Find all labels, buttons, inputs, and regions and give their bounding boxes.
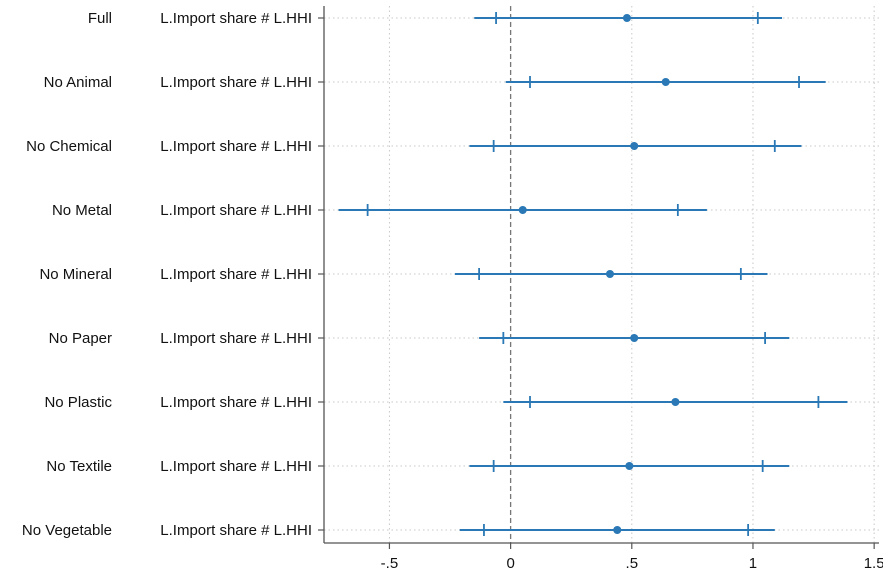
group-label: No Paper — [49, 330, 112, 347]
point-estimate — [622, 14, 631, 22]
group-label: No Metal — [52, 202, 112, 219]
point-estimate — [671, 398, 680, 406]
series-layer — [338, 12, 848, 536]
coefficient-label: L.Import share # L.HHI — [160, 138, 312, 155]
x-tick-label: 1 — [749, 555, 757, 572]
x-tick-label: .5 — [626, 555, 639, 572]
group-label: No Mineral — [39, 266, 112, 283]
group-label: No Chemical — [26, 138, 112, 155]
coefficient-label: L.Import share # L.HHI — [160, 522, 312, 539]
point-estimate — [518, 206, 527, 214]
x-tick-label: -.5 — [381, 555, 399, 572]
group-label: No Textile — [46, 458, 112, 475]
x-tick-label: 0 — [506, 555, 514, 572]
coefficient-label: L.Import share # L.HHI — [160, 74, 312, 91]
point-estimate — [630, 142, 639, 150]
point-estimate — [625, 462, 634, 470]
label-layer: Full L.Import share # L.HHI No Animal L.Imp… — [22, 10, 312, 539]
coefficient-label: L.Import share # L.HHI — [160, 266, 312, 283]
group-label: Full — [88, 10, 112, 27]
coefficient-label: L.Import share # L.HHI — [160, 202, 312, 219]
group-label: No Vegetable — [22, 522, 112, 539]
axis-layer: -.5 0 .5 1 1.5 — [318, 6, 883, 572]
coefficient-label: L.Import share # L.HHI — [160, 10, 312, 27]
group-label: No Animal — [44, 74, 112, 91]
x-tick-label: 1.5 — [864, 555, 883, 572]
point-estimate — [630, 334, 639, 342]
coefficient-label: L.Import share # L.HHI — [160, 394, 312, 411]
coefficient-label: L.Import share # L.HHI — [160, 458, 312, 475]
point-estimate — [661, 78, 670, 86]
group-label: No Plastic — [44, 394, 112, 411]
point-estimate — [613, 526, 622, 534]
coefficient-label: L.Import share # L.HHI — [160, 330, 312, 347]
point-estimate — [605, 270, 614, 278]
